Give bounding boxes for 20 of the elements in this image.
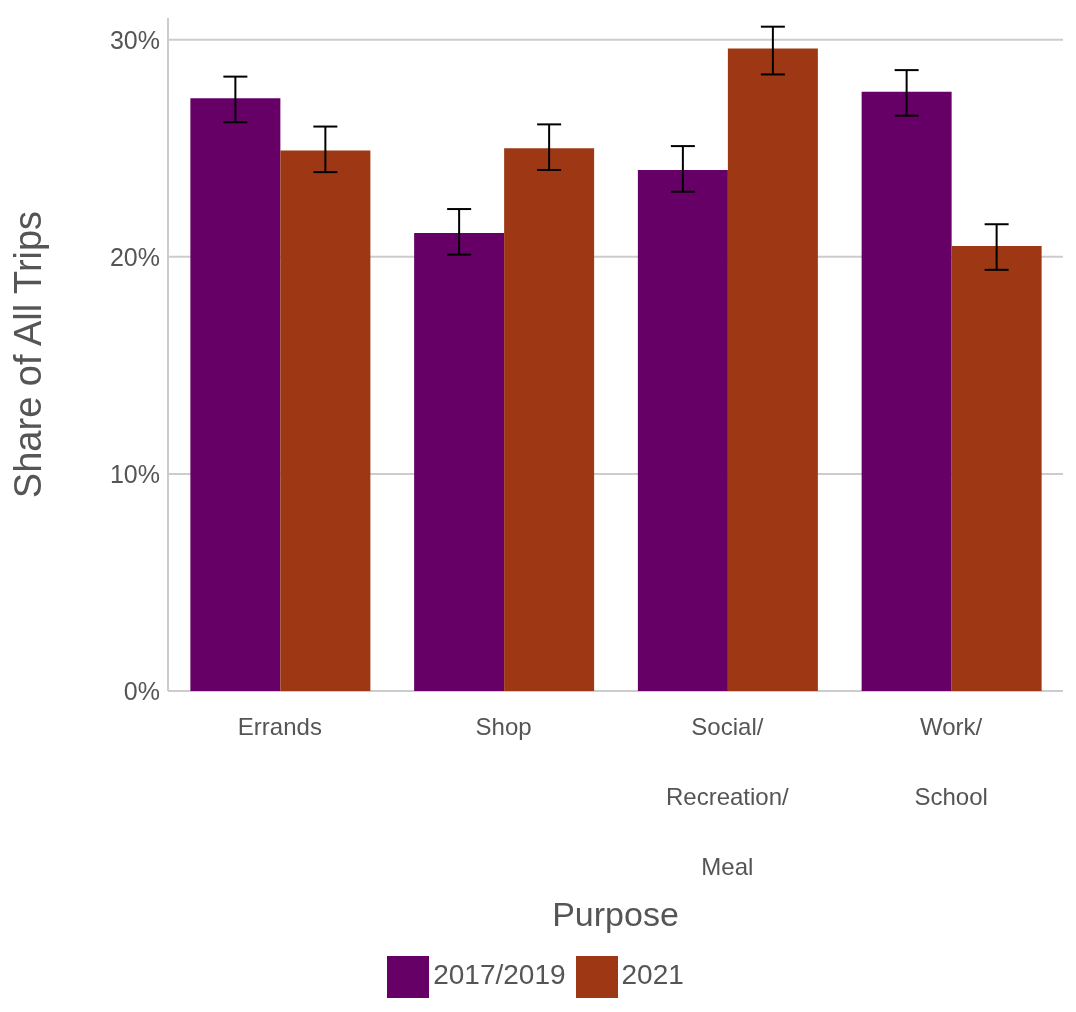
y-tick-label: 30%: [109, 25, 160, 54]
bar: [861, 91, 952, 691]
legend-label: 2021: [621, 959, 684, 991]
x-tick-label: Errands: [237, 713, 322, 740]
bar: [280, 150, 371, 691]
x-tick-label: Shop: [475, 713, 532, 740]
bar: [190, 98, 281, 691]
category-label: Social/Recreation/Meal: [666, 713, 789, 880]
y-tick-label: 0%: [123, 676, 160, 705]
bar: [414, 232, 505, 691]
y-tick-label: 20%: [109, 242, 160, 271]
y-tick-label: 10%: [109, 459, 160, 488]
legend-label: 2017/2019: [433, 959, 566, 991]
bar: [951, 245, 1042, 691]
x-axis-title: Purpose: [552, 895, 679, 933]
bar: [637, 169, 728, 691]
bar: [504, 148, 595, 691]
category-label: Work/School: [914, 713, 988, 810]
y-axis-title: Share of All Trips: [7, 210, 50, 499]
bar: [727, 48, 818, 691]
